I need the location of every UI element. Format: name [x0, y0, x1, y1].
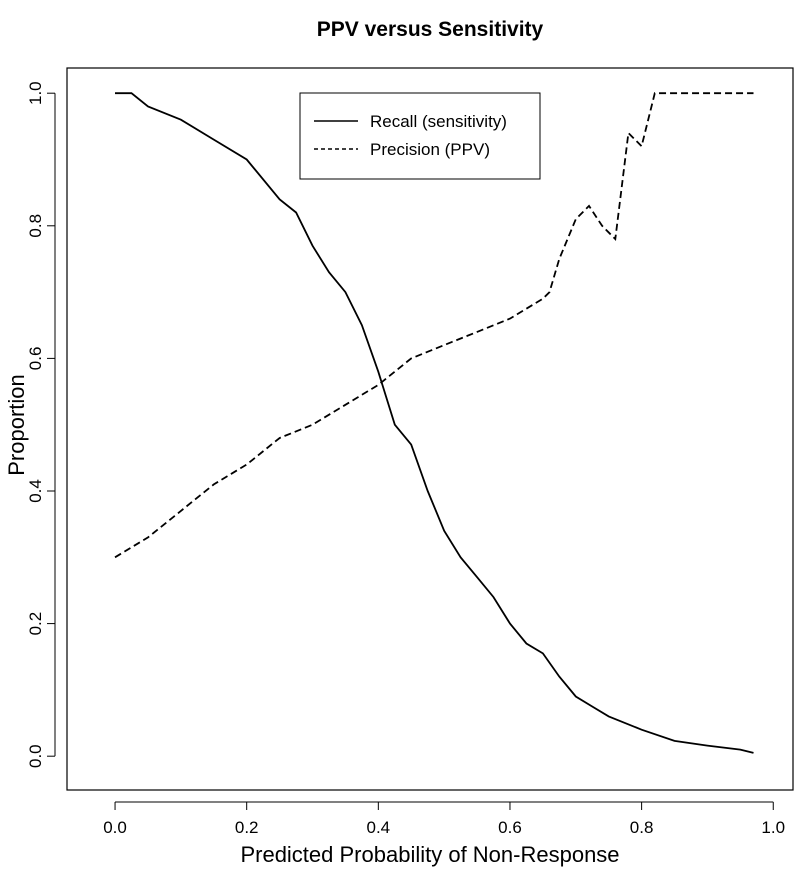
y-tick-label: 0.0	[26, 744, 45, 768]
y-tick-label: 0.2	[26, 612, 45, 636]
y-tick-label: 0.4	[26, 479, 45, 503]
y-tick-label: 1.0	[26, 81, 45, 105]
x-axis-label: Predicted Probability of Non-Response	[240, 842, 619, 867]
chart-title: PPV versus Sensitivity	[317, 18, 544, 41]
data-line	[115, 92, 754, 754]
x-tick-label: 1.0	[761, 818, 785, 837]
legend-label: Recall (sensitivity)	[370, 112, 507, 131]
legend-label: Precision (PPV)	[370, 140, 490, 159]
plot-frame	[66, 67, 794, 791]
x-tick-label: 0.6	[498, 818, 522, 837]
x-tick-label: 0.2	[235, 818, 259, 837]
x-tick-label: 0.0	[103, 818, 127, 837]
data-line	[114, 92, 754, 559]
y-tick-label: 0.8	[26, 214, 45, 238]
y-tick-label: 0.6	[26, 347, 45, 371]
legend-box	[299, 92, 541, 180]
x-tick-label: 0.8	[630, 818, 654, 837]
x-tick-label: 0.4	[367, 818, 391, 837]
y-axis-label: Proportion	[4, 374, 29, 476]
